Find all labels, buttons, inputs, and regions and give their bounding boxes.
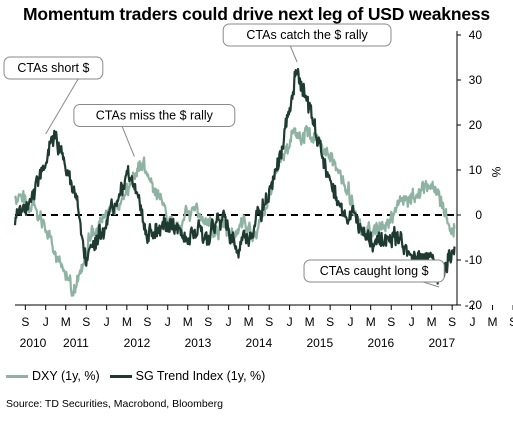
x-tick-label: S [82, 315, 90, 329]
y-tick-label: 20 [469, 118, 483, 132]
x-tick-label: M [427, 315, 437, 329]
x-tick-label: J [43, 315, 49, 329]
callout-label: CTAs caught long $ [320, 264, 429, 278]
y-tick-label: 10 [469, 163, 483, 177]
x-tick-label: J [226, 315, 232, 329]
chart-title: Momentum traders could drive next leg of… [23, 4, 490, 24]
x-tick-label: S [509, 315, 513, 329]
callout-label: CTAs short $ [17, 61, 89, 75]
callout-label: CTAs miss the $ rally [96, 109, 214, 123]
x-tick-label: M [488, 315, 498, 329]
x-tick-label: S [387, 315, 395, 329]
x-year-label: 2014 [246, 336, 273, 350]
callout-label: CTAs catch the $ rally [246, 28, 368, 42]
x-tick-label: J [470, 315, 476, 329]
x-tick-label: M [122, 315, 132, 329]
x-year-label: 2013 [185, 336, 212, 350]
x-tick-label: J [348, 315, 354, 329]
x-tick-label: M [244, 315, 254, 329]
x-tick-label: M [366, 315, 376, 329]
x-tick-label: J [287, 315, 293, 329]
legend-label-dxy: DXY (1y, %) [32, 369, 100, 383]
callout-leader [423, 281, 440, 288]
callout-box [73, 104, 236, 127]
legend-item-dxy: DXY (1y, %) [6, 369, 100, 383]
callout-leader [45, 78, 79, 135]
x-year-label: 2011 [63, 336, 89, 350]
x-year-label: 2010 [20, 336, 47, 350]
x-year-label: 2016 [368, 336, 395, 350]
x-tick-label: S [326, 315, 334, 329]
x-year-label: 2017 [428, 336, 455, 350]
x-year-label: 2015 [306, 336, 333, 350]
x-tick-label: M [61, 315, 71, 329]
callout-leader [121, 126, 135, 157]
x-year-label: 2012 [124, 336, 151, 350]
x-tick-label: S [448, 315, 456, 329]
callout-leader [289, 45, 298, 63]
y-axis-label: % [489, 167, 503, 178]
source-note: Source: TD Securities, Macrobond, Bloomb… [6, 398, 223, 410]
series-line-sg-trend [13, 67, 456, 285]
y-tick-label: 30 [469, 73, 483, 87]
callout-box [3, 56, 104, 80]
x-tick-label: S [204, 315, 212, 329]
legend-item-sg: SG Trend Index (1y, %) [109, 369, 266, 383]
y-tick-label: -10 [465, 253, 483, 267]
x-tick-label: S [21, 315, 29, 329]
legend-label-sg: SG Trend Index (1y, %) [135, 369, 266, 383]
legend-swatch-dxy [6, 374, 28, 378]
x-tick-label: M [305, 315, 315, 329]
y-tick-label: 0 [475, 208, 482, 222]
x-tick-label: S [265, 315, 273, 329]
x-tick-label: J [104, 315, 110, 329]
x-tick-label: S [143, 315, 151, 329]
callout-box [303, 259, 445, 283]
callout-box [222, 23, 392, 47]
chart-legend: DXY (1y, %) SG Trend Index (1y, %) [6, 369, 275, 383]
y-tick-label: 40 [469, 28, 483, 42]
x-tick-label: J [165, 315, 171, 329]
legend-swatch-sg [109, 374, 132, 378]
x-tick-label: M [183, 315, 193, 329]
y-tick-label: -20 [465, 298, 483, 312]
x-tick-label: J [409, 315, 415, 329]
